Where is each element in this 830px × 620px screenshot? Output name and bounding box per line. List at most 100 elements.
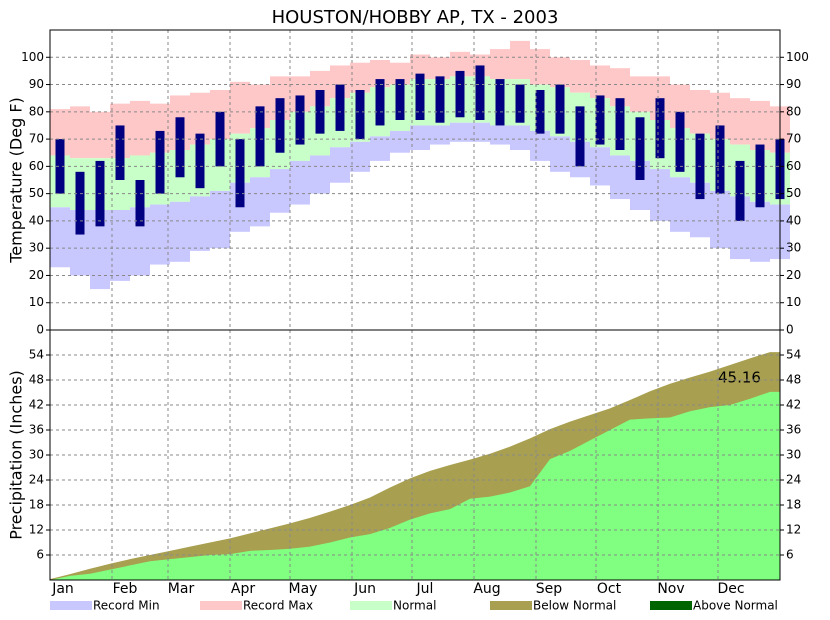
observed-bar bbox=[375, 79, 385, 126]
observed-bar bbox=[635, 117, 645, 180]
observed-bar bbox=[175, 117, 185, 178]
legend-label: Below Normal bbox=[533, 599, 616, 613]
range-bar bbox=[70, 106, 90, 159]
y-tick-label: 48 bbox=[29, 373, 44, 387]
range-bar bbox=[90, 210, 110, 290]
y-tick-label: 0 bbox=[36, 323, 44, 337]
y-tick-label: 100 bbox=[786, 50, 809, 64]
y-tick-label: 36 bbox=[29, 423, 44, 437]
range-bar bbox=[450, 122, 470, 142]
y-axis-label: Precipitation (Inches) bbox=[7, 370, 26, 540]
y-tick-label: 70 bbox=[786, 132, 801, 146]
observed-bar bbox=[55, 139, 65, 194]
x-tick-label: Jan bbox=[51, 581, 74, 597]
range-bar bbox=[390, 130, 410, 153]
range-bar bbox=[630, 76, 650, 112]
x-tick-label: Nov bbox=[657, 581, 684, 597]
range-bar bbox=[730, 98, 750, 145]
range-bar bbox=[430, 125, 450, 145]
observed-bar bbox=[395, 79, 405, 120]
x-tick-label: Feb bbox=[113, 581, 138, 597]
range-bar bbox=[550, 57, 570, 88]
observed-bar bbox=[555, 84, 565, 134]
y-tick-label: 6 bbox=[786, 548, 794, 562]
range-bar bbox=[730, 196, 750, 260]
y-tick-label: 30 bbox=[29, 448, 44, 462]
range-bar bbox=[490, 49, 510, 80]
y-tick-label: 90 bbox=[786, 77, 801, 91]
y-tick-label: 50 bbox=[786, 186, 801, 200]
legend-swatch bbox=[200, 601, 242, 610]
legend-label: Record Min bbox=[93, 599, 160, 613]
range-bar bbox=[330, 65, 350, 99]
observed-bar bbox=[675, 111, 685, 172]
range-bar bbox=[470, 122, 490, 142]
range-bar bbox=[190, 196, 210, 251]
range-bar bbox=[610, 68, 630, 107]
range-bar bbox=[390, 62, 410, 85]
y-tick-label: 40 bbox=[786, 213, 801, 227]
range-bar bbox=[350, 62, 370, 93]
observed-bar bbox=[655, 98, 665, 159]
observed-bar bbox=[235, 139, 245, 208]
range-bar bbox=[650, 169, 670, 221]
observed-bar bbox=[615, 98, 625, 150]
legend-label: Above Normal bbox=[693, 599, 778, 613]
y-tick-label: 80 bbox=[29, 104, 44, 118]
y-tick-label: 54 bbox=[786, 348, 801, 362]
range-bar bbox=[110, 158, 130, 210]
range-bar bbox=[670, 177, 690, 232]
legend-label: Record Max bbox=[243, 599, 313, 613]
observed-bar bbox=[535, 90, 545, 134]
range-bar bbox=[270, 169, 290, 213]
observed-bar bbox=[335, 84, 345, 131]
range-bar bbox=[450, 51, 470, 77]
range-bar bbox=[290, 76, 310, 112]
observed-bar bbox=[415, 73, 425, 120]
range-bar bbox=[610, 155, 630, 200]
observed-bar bbox=[495, 79, 505, 126]
y-tick-label: 30 bbox=[786, 241, 801, 255]
range-bar bbox=[670, 84, 690, 129]
y-tick-label: 0 bbox=[786, 323, 794, 337]
range-bar bbox=[510, 125, 530, 150]
y-tick-label: 40 bbox=[29, 213, 44, 227]
legend-label: Normal bbox=[393, 599, 436, 613]
range-bar bbox=[410, 54, 430, 80]
precip-area bbox=[50, 391, 780, 580]
y-tick-label: 10 bbox=[29, 295, 44, 309]
y-tick-label: 42 bbox=[29, 398, 44, 412]
y-tick-label: 30 bbox=[29, 241, 44, 255]
range-bar bbox=[370, 60, 390, 88]
observed-bar bbox=[75, 171, 85, 235]
range-bar bbox=[310, 155, 330, 194]
range-bar bbox=[370, 136, 390, 161]
range-bar bbox=[90, 111, 110, 159]
range-bar bbox=[70, 210, 90, 276]
observed-bar bbox=[515, 84, 525, 123]
y-tick-label: 80 bbox=[786, 104, 801, 118]
observed-bar bbox=[575, 106, 585, 167]
x-tick-label: May bbox=[289, 581, 318, 597]
range-bar bbox=[150, 103, 170, 153]
y-tick-label: 10 bbox=[786, 295, 801, 309]
range-bar bbox=[750, 100, 770, 150]
plot-frame bbox=[49, 329, 781, 581]
y-tick-label: 50 bbox=[29, 186, 44, 200]
x-tick-label: Mar bbox=[168, 581, 195, 597]
range-bar bbox=[50, 207, 70, 268]
y-tick-label: 48 bbox=[786, 373, 801, 387]
x-tick-label: Jul bbox=[416, 581, 434, 597]
legend-swatch bbox=[350, 601, 392, 610]
range-bar bbox=[710, 190, 730, 249]
range-bar bbox=[410, 125, 430, 150]
range-bar bbox=[50, 109, 70, 156]
range-bar bbox=[590, 147, 610, 186]
observed-bar bbox=[455, 70, 465, 118]
y-tick-label: 20 bbox=[29, 268, 44, 282]
y-tick-label: 60 bbox=[786, 159, 801, 173]
legend-swatch bbox=[650, 601, 692, 610]
observed-bar bbox=[755, 144, 765, 208]
observed-bar bbox=[295, 95, 305, 145]
